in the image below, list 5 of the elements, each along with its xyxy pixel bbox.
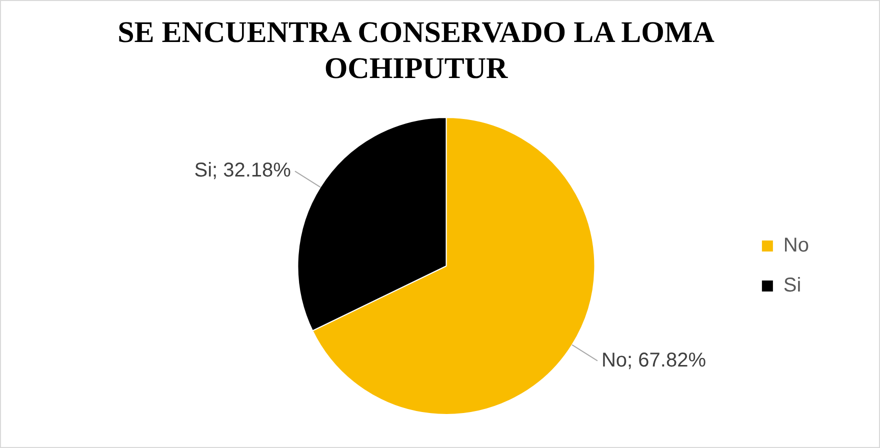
legend-label: Si xyxy=(783,274,802,297)
chart-title: SE ENCUENTRA CONSERVADO LA LOMA OCHIPUTUR xyxy=(116,15,716,87)
data-label: Si; 32.18% xyxy=(194,160,292,182)
legend-label: No xyxy=(783,234,810,257)
data-label: No; 67.82% xyxy=(601,349,706,372)
